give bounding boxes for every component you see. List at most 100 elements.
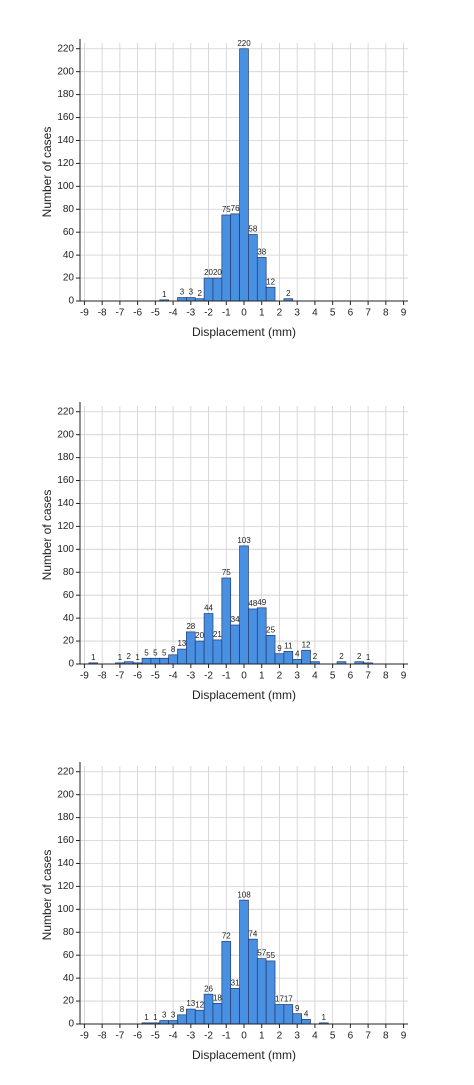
y-tick-label: 120	[57, 158, 74, 169]
x-tick-label: 4	[312, 671, 318, 682]
y-tick-label: 80	[63, 204, 75, 215]
bar	[274, 653, 285, 665]
bar	[256, 257, 267, 302]
data-label: 17	[275, 995, 284, 1004]
bar	[283, 651, 294, 665]
x-tick-label: 3	[294, 671, 300, 682]
bar	[194, 640, 205, 665]
x-tick-label: -9	[80, 308, 89, 319]
x-tick-label: 7	[365, 308, 371, 319]
x-axis-label: Displacement (mm)	[192, 1048, 296, 1062]
y-tick-label: 200	[57, 429, 74, 440]
x-tick-label: -2	[204, 308, 213, 319]
x-tick-label: -4	[169, 671, 178, 682]
y-axis-label: Number of cases	[40, 490, 54, 581]
x-tick-label: -6	[133, 671, 142, 682]
x-tick-label: -7	[115, 308, 124, 319]
x-tick-label: -2	[204, 671, 213, 682]
data-label: 25	[266, 625, 275, 634]
bar	[203, 993, 214, 1025]
data-label: 2	[286, 289, 291, 298]
bar	[256, 607, 267, 665]
bar	[159, 1020, 169, 1025]
bar	[265, 286, 276, 302]
x-tick-label: 2	[277, 1031, 283, 1042]
data-label: 2	[357, 652, 362, 661]
x-tick-label: 3	[294, 308, 300, 319]
bar	[265, 960, 276, 1025]
x-tick-label: -5	[151, 671, 160, 682]
data-label: 3	[180, 288, 185, 297]
data-label: 17	[284, 995, 293, 1004]
x-tick-label: 5	[330, 671, 336, 682]
bar	[230, 624, 240, 665]
bar	[212, 277, 223, 302]
x-tick-label: -5	[151, 1031, 160, 1042]
bar	[221, 214, 232, 302]
x-tick-label: -2	[204, 1031, 213, 1042]
bar	[239, 48, 249, 302]
x-tick-label: 7	[365, 671, 371, 682]
data-label: 12	[266, 277, 275, 286]
y-tick-label: 20	[63, 273, 75, 284]
data-label: 13	[186, 999, 195, 1008]
data-label: 20	[195, 631, 204, 640]
x-tick-label: 0	[241, 308, 247, 319]
bar	[230, 213, 240, 302]
bar	[168, 654, 178, 665]
y-tick-label: 220	[57, 766, 74, 777]
x-tick-label: 3	[294, 1031, 300, 1042]
data-label: 74	[248, 929, 257, 938]
data-label: 57	[257, 949, 266, 958]
bar	[283, 1004, 294, 1025]
x-tick-label: -8	[98, 1031, 107, 1042]
bar	[292, 659, 302, 665]
y-tick-label: 0	[68, 659, 74, 670]
data-label: 2	[127, 652, 132, 661]
bar	[256, 958, 267, 1025]
x-tick-label: -6	[133, 308, 142, 319]
y-tick-label: 100	[57, 544, 74, 555]
x-tick-label: 9	[401, 1031, 407, 1042]
data-label: 20	[204, 268, 213, 277]
bar	[203, 613, 214, 665]
x-tick-label: -1	[222, 1031, 231, 1042]
x-tick-label: -8	[98, 308, 107, 319]
data-label: 58	[248, 225, 257, 234]
data-label: 38	[257, 248, 266, 257]
y-tick-label: 60	[63, 950, 75, 961]
y-tick-label: 80	[63, 927, 75, 938]
x-tick-label: 8	[383, 1031, 389, 1042]
y-tick-label: 100	[57, 904, 74, 915]
data-label: 49	[257, 598, 266, 607]
y-tick-label: 120	[57, 881, 74, 892]
y-tick-label: 200	[57, 66, 74, 77]
bar	[186, 1008, 196, 1025]
data-label: 1	[91, 653, 96, 662]
data-label: 3	[171, 1011, 176, 1020]
x-tick-label: -3	[186, 308, 195, 319]
y-tick-label: 40	[63, 250, 75, 261]
y-tick-label: 180	[57, 812, 74, 823]
data-label: 1	[153, 1013, 158, 1022]
data-label: 75	[222, 568, 231, 577]
bar	[186, 631, 196, 665]
bar	[168, 1020, 178, 1025]
data-label: 4	[295, 650, 300, 659]
bar	[239, 545, 249, 665]
data-label: 1	[322, 1013, 327, 1022]
bar	[248, 234, 258, 302]
y-tick-label: 60	[63, 590, 75, 601]
x-tick-label: 7	[365, 1031, 371, 1042]
x-tick-label: -7	[115, 671, 124, 682]
bar	[239, 899, 249, 1025]
data-label: 20	[213, 268, 222, 277]
data-label: 8	[180, 1005, 185, 1014]
x-tick-label: 5	[330, 308, 336, 319]
data-label: 2	[313, 652, 318, 661]
bar	[177, 648, 187, 665]
data-label: 2	[197, 289, 202, 298]
data-label: 1	[118, 653, 123, 662]
